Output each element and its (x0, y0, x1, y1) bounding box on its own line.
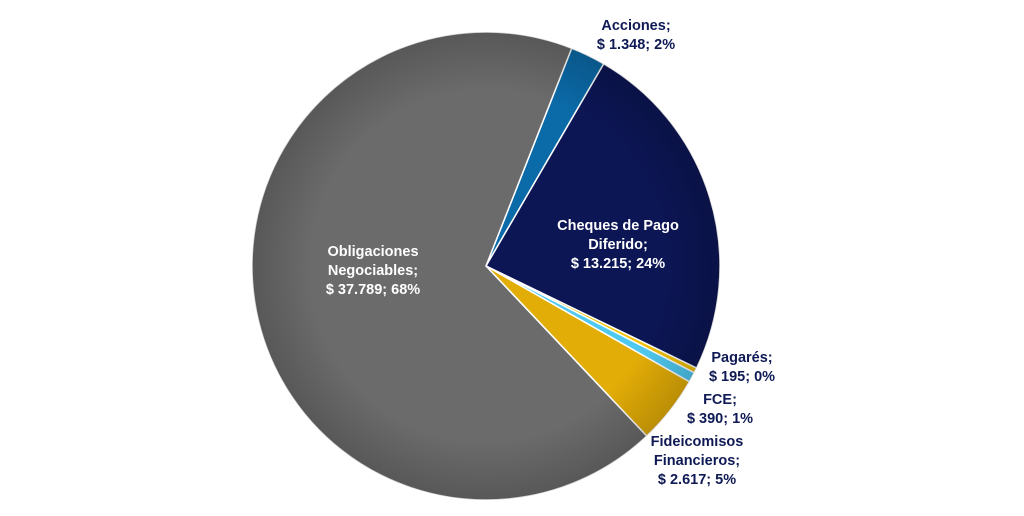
pie-labels: Acciones; $ 1.348; 2% Cheques de Pago Difer… (326, 18, 775, 488)
pie-label-pagar-s: Pagarés; $ 195; 0% (709, 350, 775, 385)
pie-label-line: $ 1.348; 2% (597, 37, 675, 53)
pie-label-cheques-de-pago-diferido: Cheques de Pago Diferido; $ 13.215; 24% (557, 218, 679, 272)
pie-label-line: $ 37.789; 68% (326, 282, 420, 298)
pie-label-line: $ 2.617; 5% (658, 472, 736, 488)
pie-label-line: $ 390; 1% (687, 411, 753, 427)
pie-label-line: Acciones; (601, 18, 670, 34)
pie-label-line: Diferido; (588, 237, 648, 253)
pie-label-line: $ 195; 0% (709, 369, 775, 385)
pie-label-line: Pagarés; (711, 350, 772, 366)
pie-label-line: Negociables; (328, 263, 418, 279)
pie-label-fideicomisos-financieros: Fideicomisos Financieros; $ 2.617; 5% (651, 434, 744, 488)
pie-label-line: $ 13.215; 24% (571, 256, 665, 272)
pie-label-line: FCE; (703, 392, 737, 408)
pie-label-obligaciones-negociables: Obligaciones Negociables; $ 37.789; 68% (326, 244, 420, 298)
pie-label-acciones: Acciones; $ 1.348; 2% (597, 18, 675, 53)
pie-label-fce: FCE; $ 390; 1% (687, 392, 753, 427)
pie-label-line: Financieros; (654, 453, 740, 469)
pie-label-line: Obligaciones (327, 244, 418, 260)
pie-label-line: Cheques de Pago (557, 218, 679, 234)
pie-label-line: Fideicomisos (651, 434, 744, 450)
